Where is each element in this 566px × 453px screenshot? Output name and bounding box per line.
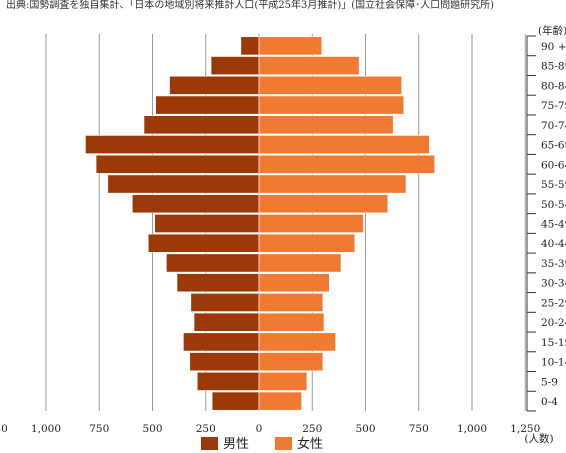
bar-male-4549 <box>154 214 260 233</box>
bar-male-2024 <box>193 312 260 332</box>
bar-male-5559 <box>107 174 260 194</box>
bar-male-2529 <box>190 293 260 312</box>
age-label: 75-79 <box>541 100 566 112</box>
x-axis-title: (人数) <box>524 432 553 445</box>
bar-male-59 <box>196 371 260 391</box>
bar-male-5054 <box>131 194 260 214</box>
age-label: 5-9 <box>541 376 558 388</box>
age-label: 55-59 <box>541 179 566 191</box>
bar-female-2529 <box>258 293 324 312</box>
bar-male-4044 <box>147 233 260 253</box>
legend-swatch-female <box>275 437 292 450</box>
age-label: 40-44 <box>541 238 566 250</box>
x-tick-label: 250 <box>302 423 322 435</box>
bar-female-8589 <box>258 56 360 76</box>
age-label: 25-29 <box>541 297 566 309</box>
bar-male-8084 <box>169 75 260 95</box>
x-tick-label: 500 <box>355 423 375 435</box>
bar-female-1014 <box>258 352 324 372</box>
age-label: 10-14 <box>541 357 566 369</box>
bar-female-6064 <box>258 154 436 174</box>
bar-male-04 <box>211 391 260 411</box>
bar-male-3539 <box>166 253 260 273</box>
age-label: 30-34 <box>541 278 566 290</box>
bar-female-6569 <box>258 135 430 154</box>
bar-female-8084 <box>258 75 403 95</box>
bar-male-6064 <box>95 154 260 174</box>
bar-male-1014 <box>189 352 260 372</box>
age-label: 85-89 <box>541 61 566 73</box>
age-label: 60-64 <box>541 159 566 171</box>
x-tick-label: 750 <box>409 423 429 435</box>
bar-female-2024 <box>258 312 325 332</box>
bar-female-04 <box>258 391 302 411</box>
age-axis-title: (年齢) <box>538 24 566 37</box>
age-label: 50-54 <box>541 199 566 211</box>
x-tick-label: 250 <box>196 423 216 435</box>
bar-female-7579 <box>258 95 405 115</box>
legend-label-female: 女性 <box>297 437 324 452</box>
x-tick-label: 1,000 <box>457 423 487 435</box>
bar-female-3539 <box>258 253 342 273</box>
bar-female-3034 <box>258 273 330 293</box>
bar-female-5054 <box>258 194 389 214</box>
age-label: 20-24 <box>541 317 566 329</box>
age-label: 0-4 <box>541 396 558 408</box>
bar-male-7074 <box>143 115 260 135</box>
bar-male-90 <box>240 36 260 56</box>
age-label: 70-74 <box>541 120 566 132</box>
bar-female-4044 <box>258 233 356 253</box>
age-label: 80-84 <box>541 80 566 92</box>
x-tick-label: 1,250 <box>0 423 8 435</box>
x-tick-label: 0 <box>256 423 263 435</box>
x-tick-label: 750 <box>89 423 109 435</box>
bar-male-8589 <box>210 56 260 76</box>
x-tick-label: 500 <box>142 423 162 435</box>
bar-male-1519 <box>183 332 260 352</box>
legend-swatch-male <box>201 437 218 450</box>
legend-item-female: 女性 <box>275 437 323 453</box>
bar-male-7579 <box>155 95 260 115</box>
legend-item-male: 男性 <box>201 437 249 453</box>
age-label: 65-69 <box>541 140 566 152</box>
bar-female-4549 <box>258 214 364 233</box>
bar-male-6569 <box>85 135 260 154</box>
bar-female-90 <box>258 36 323 56</box>
bar-female-7074 <box>258 115 394 135</box>
legend-label-male: 男性 <box>223 437 250 452</box>
bar-female-59 <box>258 371 308 391</box>
x-tick-label: 1,000 <box>31 423 61 435</box>
age-label: 15-19 <box>541 337 566 349</box>
bar-female-1519 <box>258 332 336 352</box>
x-tick-label: 1,250 <box>510 423 540 435</box>
age-label: 45-49 <box>541 219 566 231</box>
bar-male-3034 <box>176 273 260 293</box>
age-label: 90 + <box>541 41 566 53</box>
age-label: 35-39 <box>541 258 566 270</box>
source-note: 出典:国勢調査を独自集計、「日本の地域別将来推計人口(平成25年3月推計)」(国… <box>6 0 495 11</box>
bar-female-5559 <box>258 174 407 194</box>
